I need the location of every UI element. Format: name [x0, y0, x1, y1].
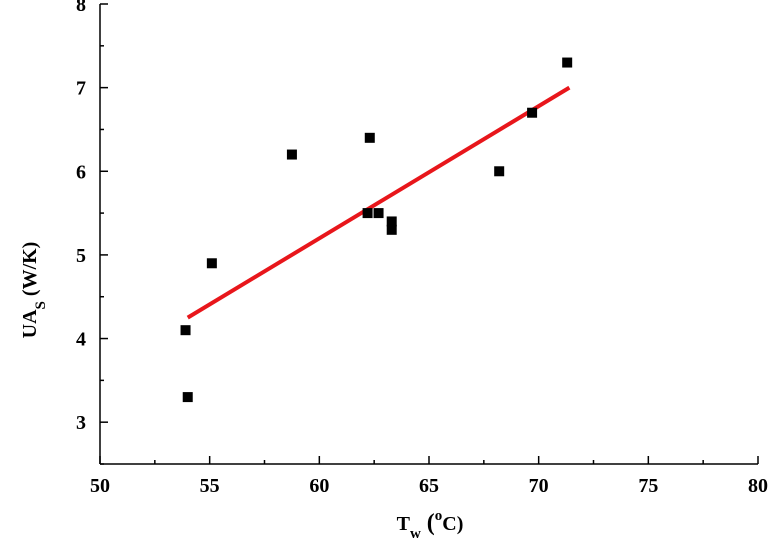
point — [206, 258, 217, 269]
point — [386, 224, 397, 235]
x-label-part: C) — [442, 513, 463, 535]
x-axis-label: Tw (oC) — [397, 508, 464, 542]
y-tick-label: 7 — [76, 78, 86, 100]
x-tick-label: 65 — [419, 475, 439, 497]
y-axis-label: UAS (W/K) — [19, 242, 49, 339]
point — [373, 208, 384, 219]
point — [362, 208, 373, 219]
y-tick-label: 8 — [76, 0, 86, 16]
point — [180, 325, 191, 336]
x-tick-label: 50 — [90, 475, 110, 497]
y-tick-label: 3 — [76, 412, 86, 434]
point — [182, 392, 193, 403]
y-label-part: UA — [19, 309, 41, 338]
point — [364, 132, 375, 143]
x-tick-label: 70 — [529, 475, 549, 497]
x-tick-label: 80 — [748, 475, 768, 497]
x-label-part: T — [397, 513, 411, 535]
x-tick-label: 75 — [638, 475, 658, 497]
x-tick-label: 55 — [200, 475, 220, 497]
y-label-part: (W/K) — [19, 242, 41, 301]
y-tick-label: 5 — [76, 245, 86, 267]
point — [494, 166, 505, 177]
point — [562, 57, 573, 68]
x-label-sup: o — [435, 508, 443, 524]
x-label-part: ( — [421, 510, 435, 536]
point — [286, 149, 297, 160]
y-tick-label: 6 — [76, 161, 86, 183]
point — [527, 107, 538, 118]
x-tick-label: 60 — [309, 475, 329, 497]
y-label-sub: S — [33, 301, 49, 309]
point — [386, 216, 397, 227]
fit-line — [186, 85, 571, 320]
y-tick-label: 4 — [76, 329, 86, 351]
x-label-sub: w — [410, 526, 421, 542]
